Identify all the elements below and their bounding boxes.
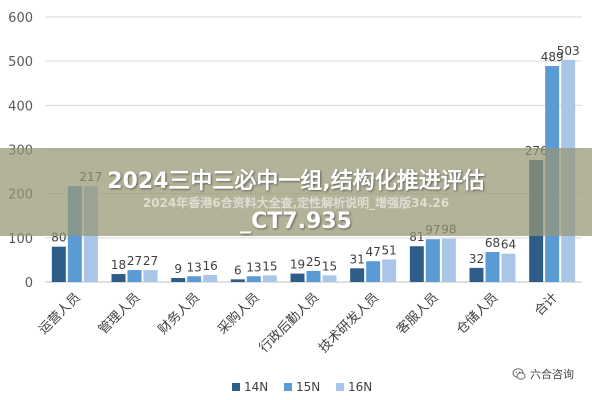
- bar-16n: [322, 275, 337, 282]
- data-label: 64: [501, 238, 516, 252]
- x-tick-label: 管理人员: [96, 290, 143, 337]
- bar-15n: [127, 270, 142, 282]
- bar-15n: [425, 239, 440, 282]
- bar-14n: [290, 273, 305, 282]
- legend-swatch: [336, 383, 344, 391]
- data-label: 13: [187, 260, 202, 274]
- bar-14n: [230, 279, 245, 282]
- overlay-subtitle: 2024年香港6合资料大全查,定性解析说明_增强版34.26: [142, 196, 450, 210]
- bar-16n: [441, 238, 456, 282]
- bar-14n: [409, 246, 424, 282]
- legend-label: 16N: [348, 380, 372, 394]
- legend-label: 15N: [296, 380, 320, 394]
- x-tick-label: 合计: [532, 290, 561, 319]
- legend-swatch: [232, 383, 240, 391]
- bar-16n: [501, 253, 516, 282]
- data-label: 27: [143, 254, 158, 268]
- bar-16n: [382, 259, 397, 282]
- bar-16n: [203, 274, 218, 282]
- data-label: 31: [350, 252, 365, 266]
- data-label: 32: [469, 252, 484, 266]
- x-tick-label: 运营人员: [36, 290, 83, 337]
- bar-15n: [366, 261, 381, 282]
- bar-15n: [187, 276, 202, 282]
- data-label: 15: [262, 259, 277, 273]
- y-tick-label: 0: [25, 276, 33, 291]
- bar-14n: [350, 268, 365, 282]
- watermark-label: 六合咨询: [530, 368, 574, 381]
- x-tick-label: 技术研发人员: [316, 290, 382, 356]
- y-tick-label: 400: [8, 99, 33, 114]
- x-tick-label: 财务人员: [155, 290, 203, 338]
- data-label: 47: [366, 245, 381, 259]
- x-tick-label: 行政后勤人员: [257, 290, 323, 356]
- wechat-icon: [512, 368, 526, 380]
- data-label: 27: [127, 254, 142, 268]
- data-label: 489: [541, 50, 564, 64]
- legend-swatch: [284, 383, 292, 391]
- bar-14n: [171, 278, 186, 282]
- bar-14n: [111, 274, 126, 282]
- data-label: 19: [290, 258, 305, 272]
- bar-16n: [143, 270, 158, 282]
- overlay-banner: [0, 148, 592, 236]
- bar-15n: [306, 270, 321, 282]
- data-label: 51: [382, 243, 397, 257]
- data-label: 68: [485, 236, 500, 250]
- data-label: 25: [306, 255, 321, 269]
- data-label: 6: [234, 263, 242, 277]
- x-tick-label: 仓储人员: [454, 290, 501, 337]
- overlay-title-line1: 2024三中三必中一组,结构化推进评估: [107, 169, 485, 194]
- data-label: 9: [174, 262, 182, 276]
- legend-label: 14N: [244, 380, 268, 394]
- bar-14n: [51, 246, 66, 282]
- bar-15n: [246, 276, 261, 282]
- y-tick-label: 500: [8, 55, 33, 70]
- data-label: 15: [322, 259, 337, 273]
- bar-15n: [485, 251, 500, 282]
- data-label: 13: [246, 260, 261, 274]
- data-label: 16: [203, 259, 218, 273]
- data-label: 18: [111, 258, 126, 272]
- bar-14n: [469, 267, 484, 282]
- data-label: 503: [557, 44, 580, 58]
- x-tick-label: 采购人员: [215, 290, 263, 338]
- overlay-title-line2: _CT7.935: [240, 209, 352, 234]
- bar-16n: [262, 275, 277, 282]
- y-tick-label: 600: [8, 11, 33, 26]
- x-tick-label: 客服人员: [394, 290, 442, 338]
- watermark: 六合咨询: [512, 366, 574, 382]
